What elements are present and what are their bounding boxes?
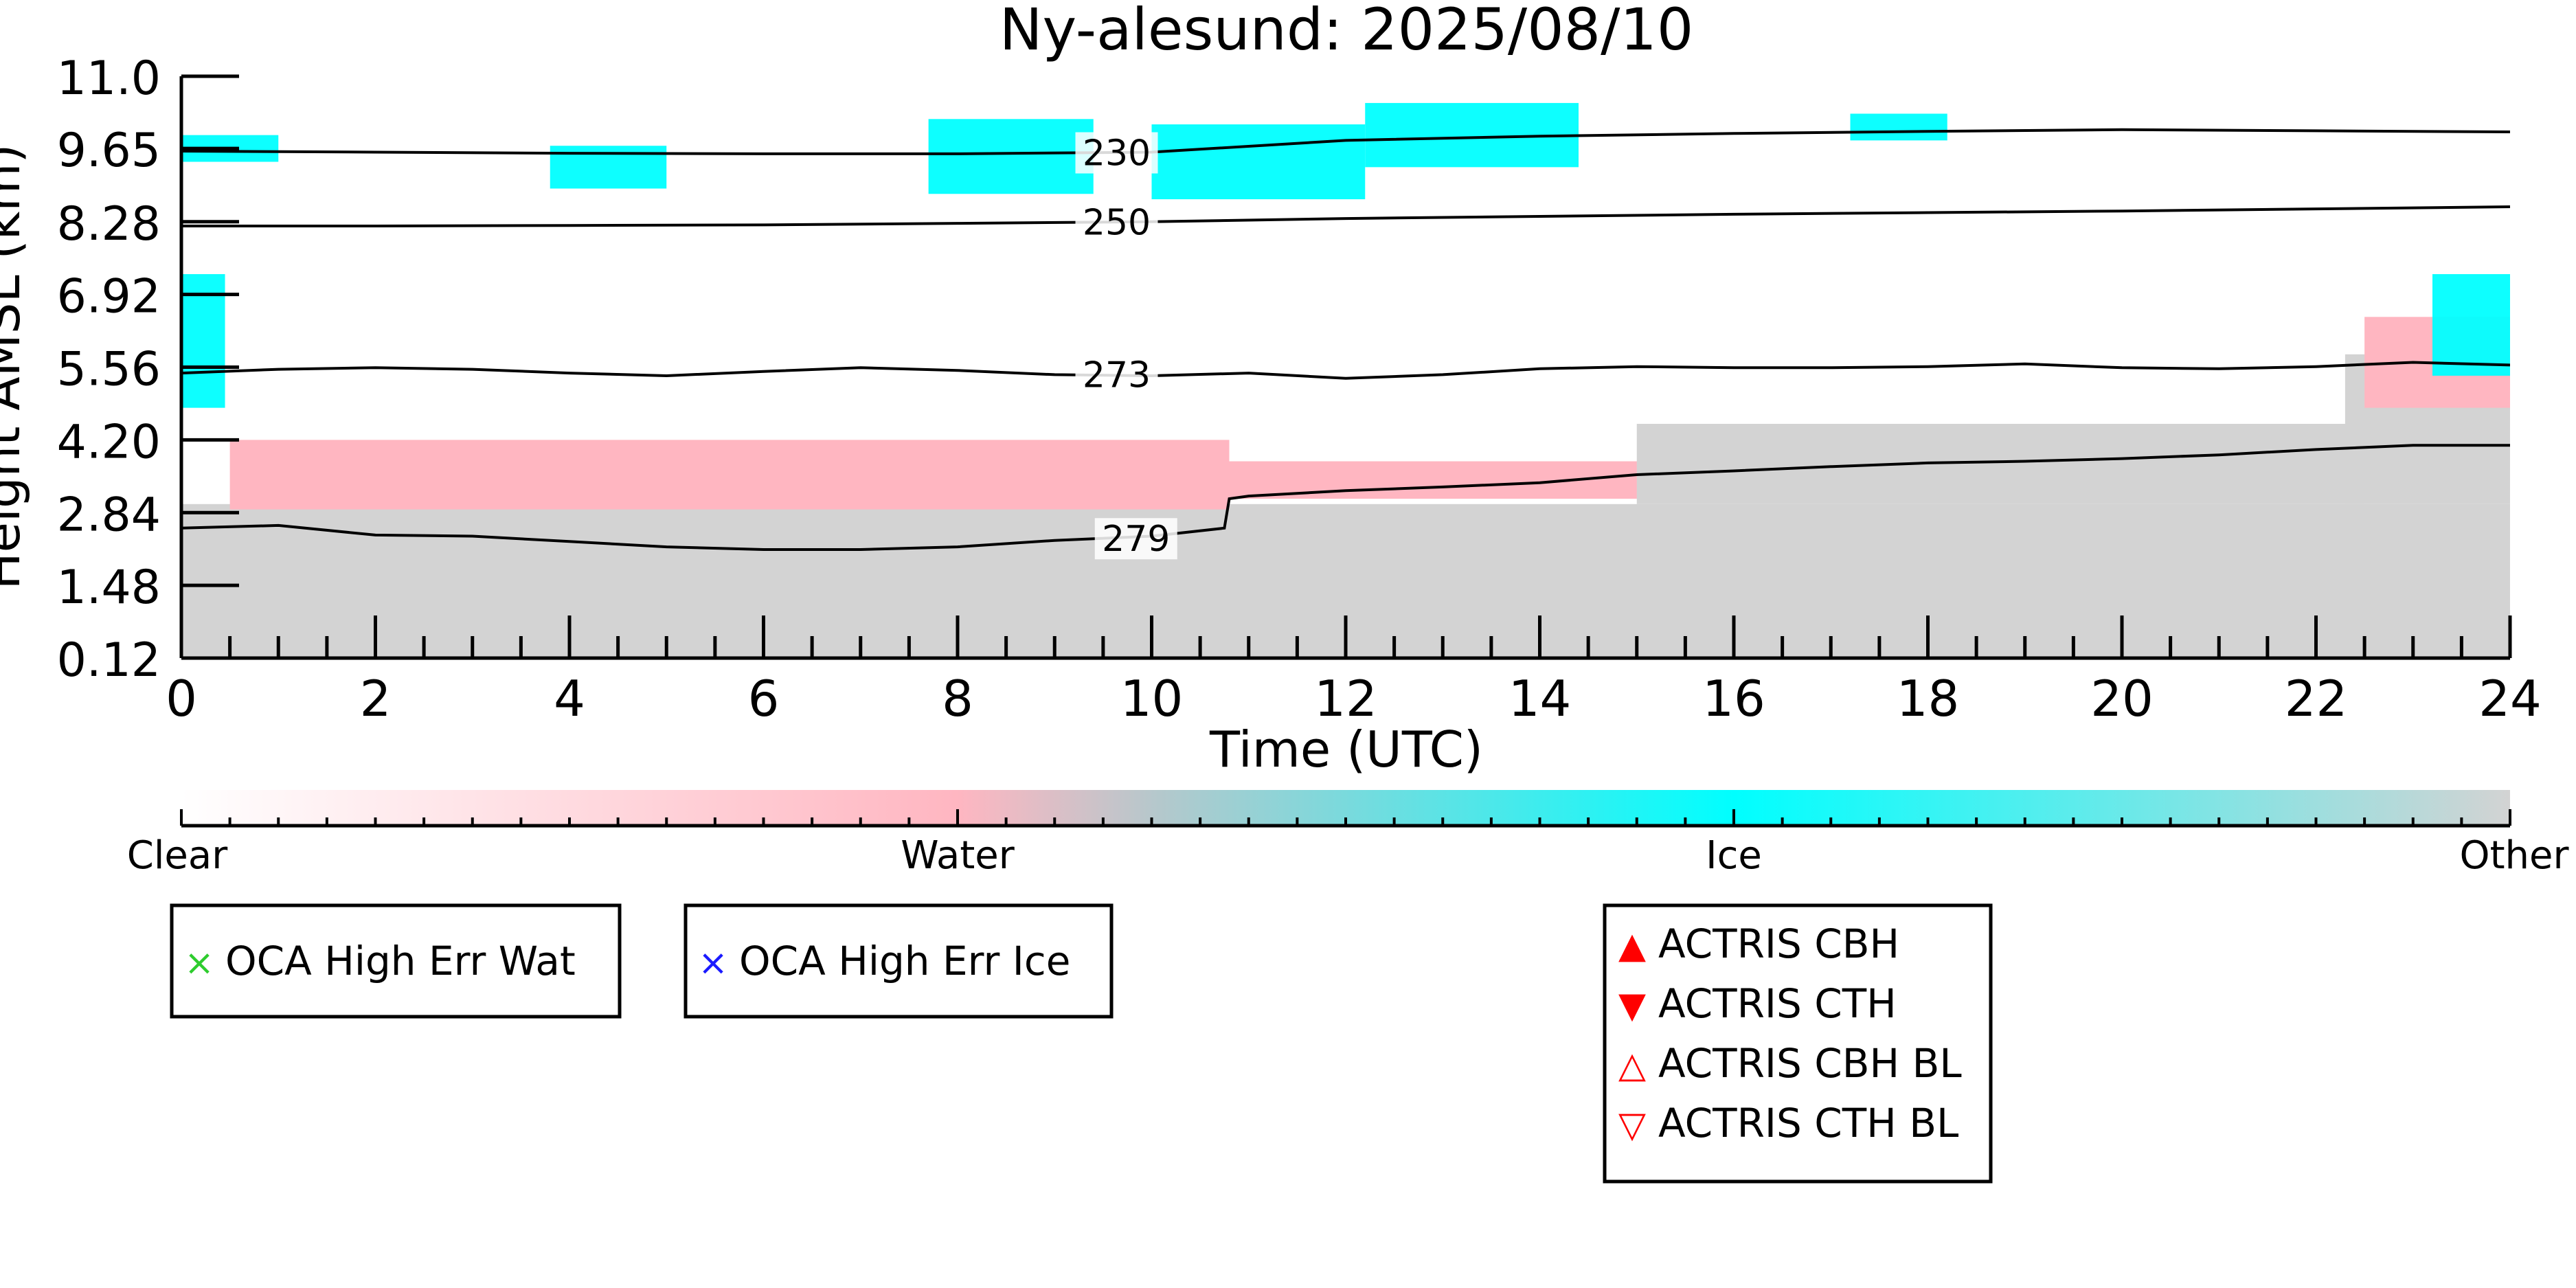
legend-label: ACTRIS CTH: [1658, 980, 1897, 1027]
x-axis-title: Time (UTC): [1209, 721, 1483, 778]
colorbar-label-clear: Clear: [127, 833, 228, 878]
legend-marker: ×: [698, 942, 728, 984]
x-tick-label: 14: [1509, 670, 1572, 727]
x-tick-label: 6: [748, 670, 780, 727]
contour-label-273: 273: [1083, 355, 1151, 396]
region-ice: [1151, 124, 1366, 200]
y-tick-label: 8.28: [57, 197, 161, 251]
y-tick-label: 5.56: [57, 343, 161, 397]
legend-box-1: × OCA High Err Wat: [170, 903, 622, 1019]
colorbar-ticks: [180, 809, 2511, 826]
contour-label-bg: [1094, 518, 1177, 560]
x-tick-label: 22: [2285, 670, 2348, 727]
contour-label-250: 250: [1083, 203, 1151, 244]
contour-label-230: 230: [1083, 133, 1151, 174]
legend-marker: ▼: [1618, 985, 1646, 1026]
contour-labels: 230 250 273 279: [1075, 132, 1177, 560]
contour-label-279: 279: [1102, 519, 1170, 560]
contour-line-250: [181, 205, 2510, 227]
contour-line-273: [181, 361, 2510, 380]
legend-label: ACTRIS CBH: [1658, 920, 1899, 967]
legends: × OCA High Err Wat × OCA High Err Ice ▲ ACTRI…: [170, 903, 1993, 1184]
colorbar-label-ice: Ice: [1706, 833, 1762, 878]
legend-marker: ×: [184, 942, 214, 984]
colorbar-label-other: Other: [2459, 833, 2569, 878]
classification-regions: [181, 102, 2510, 658]
y-tick-label: 0.12: [57, 633, 161, 688]
legend-frame: [683, 903, 1114, 1019]
colorbar-labels: Clear Water Ice Other: [127, 833, 2570, 878]
region-ice: [1850, 113, 1947, 141]
legend-frame: [170, 903, 622, 1019]
x-tick-label: 18: [1897, 670, 1960, 727]
legend-label: ACTRIS CTH BL: [1658, 1100, 1958, 1146]
colorbar-label-water: Water: [901, 833, 1015, 878]
legend-label: OCA High Err Ice: [739, 938, 1070, 984]
y-tick-label: 9.65: [57, 124, 161, 178]
x-tick-label: 16: [1702, 670, 1765, 727]
x-tick-label: 0: [166, 670, 197, 727]
x-tick-label: 4: [554, 670, 585, 727]
legend-box-2: × OCA High Err Ice: [683, 903, 1114, 1019]
temperature-contours: [181, 128, 2510, 551]
y-tick-label: 11.0: [57, 52, 161, 106]
region-ice: [928, 119, 1094, 194]
legend-marker: △: [1618, 1045, 1646, 1086]
contour-label-bg: [1075, 132, 1158, 174]
legend-label: ACTRIS CBH BL: [1658, 1040, 1962, 1087]
y-tick-label: 2.84: [57, 488, 161, 542]
y-axis-title: Height AMSL (km): [0, 144, 31, 590]
x-tick-label: 12: [1314, 670, 1377, 727]
x-tick-label: 20: [2090, 670, 2154, 727]
contour-line-279: [181, 444, 2510, 551]
chart-title: Ny-alesund: 2025/08/10: [999, 0, 1694, 63]
y-tick-label: 1.48: [57, 561, 161, 615]
colorbar: Clear Water Ice Other: [127, 790, 2570, 878]
region-other: [1636, 424, 2365, 504]
x-tick-label: 8: [942, 670, 973, 727]
axes: 0 2 4 6 8 10 12 14 16 18 20 22 240.121.482.844.205.5…: [57, 52, 2542, 727]
legend-label: OCA High Err Wat: [225, 938, 576, 984]
contour-label-bg: [1075, 201, 1158, 243]
legend-marker: ▽: [1618, 1105, 1646, 1146]
region-water: [229, 440, 1230, 510]
legend-box-3: ▲ ACTRIS CBH ▼ ACTRIS CTH △ ACTRIS CBH BL ▽ ACT…: [1603, 903, 1993, 1184]
x-tick-label: 24: [2478, 670, 2542, 727]
legend-marker: ▲: [1618, 925, 1646, 967]
y-tick-label: 6.92: [57, 270, 161, 324]
x-tick-label: 2: [360, 670, 392, 727]
legend-frame: [1603, 903, 1993, 1184]
contour-line-230: [181, 128, 2510, 155]
region-ice: [2432, 274, 2510, 376]
region-ice: [181, 274, 225, 408]
x-tick-label: 10: [1120, 670, 1184, 727]
contour-label-bg: [1075, 354, 1158, 396]
y-tick-label: 4.20: [57, 415, 161, 469]
